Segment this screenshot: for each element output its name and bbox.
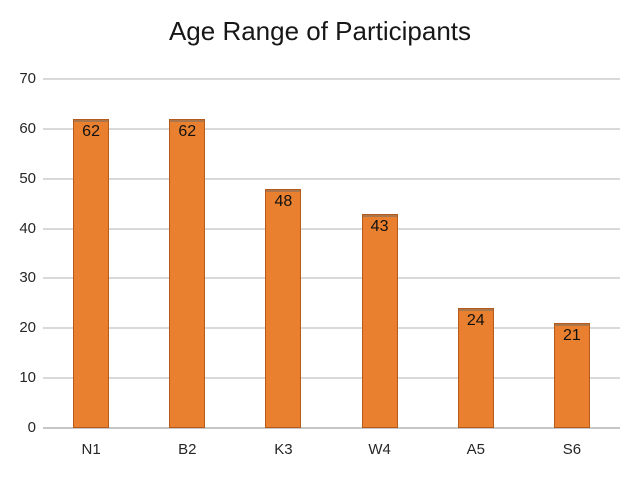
bar-column: 62 [43, 118, 139, 428]
y-axis-tick-label: 50 [19, 169, 36, 187]
gridline [43, 377, 620, 380]
bar: 21 [553, 323, 590, 428]
bar: 48 [265, 188, 302, 428]
x-axis-tick-label: A5 [466, 441, 485, 458]
y-axis-tick-label: 0 [27, 419, 36, 436]
bar-value-label: 24 [466, 312, 485, 330]
gridline [43, 327, 620, 330]
bar-column: 43 [332, 213, 428, 428]
bar-value-label: 48 [274, 192, 293, 210]
y-axis-tick-label: 30 [19, 269, 36, 287]
bar: 43 [361, 213, 398, 428]
x-axis-tick-labels: N1 B2 K3 W4 A5 S6 [43, 441, 620, 461]
chart-title: Age Range of Participants [168, 16, 472, 46]
bar-value-label: 62 [178, 122, 197, 140]
bar-value-label: 43 [370, 217, 389, 235]
bar-value-label: 21 [563, 327, 581, 345]
bar-value-label: 62 [82, 122, 100, 140]
plot-area: 62 62 48 43 24 21 [43, 78, 620, 429]
x-axis-tick-label: S6 [562, 441, 582, 458]
gridline [43, 277, 620, 280]
bar-column: 62 [139, 118, 235, 428]
y-axis-tick-label: 60 [19, 119, 36, 137]
bar: 24 [457, 308, 494, 428]
bar-column: 21 [524, 323, 620, 428]
bar: 62 [169, 118, 206, 428]
x-axis-tick-label: W4 [368, 441, 391, 458]
y-axis-tick-label: 40 [19, 219, 36, 237]
gridline [43, 127, 620, 130]
gridline [43, 78, 620, 80]
bar-column: 24 [428, 308, 524, 428]
x-axis-line [43, 427, 620, 429]
y-axis-tick-label: 20 [19, 319, 36, 337]
bar-column: 48 [235, 188, 331, 428]
gridline [43, 227, 620, 230]
gridline [43, 177, 620, 180]
x-axis-tick-label: N1 [81, 441, 101, 458]
x-axis-tick-label: B2 [178, 441, 197, 458]
y-axis-tick-labels: 0 10 20 30 40 50 60 70 [0, 70, 36, 436]
x-axis-tick-label: K3 [274, 441, 293, 458]
bar: 62 [73, 118, 110, 428]
y-axis-tick-label: 10 [19, 369, 36, 387]
y-axis-tick-label: 70 [19, 70, 36, 87]
